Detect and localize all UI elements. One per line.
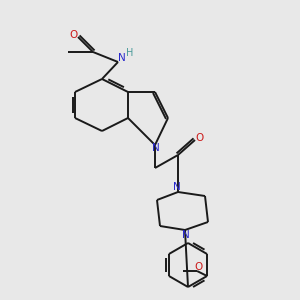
Text: O: O [194,262,202,272]
Text: N: N [118,53,126,63]
Text: O: O [69,30,77,40]
Text: N: N [173,182,181,192]
Text: H: H [126,48,134,58]
Text: O: O [195,133,203,143]
Text: N: N [152,143,160,153]
Text: N: N [182,230,190,240]
